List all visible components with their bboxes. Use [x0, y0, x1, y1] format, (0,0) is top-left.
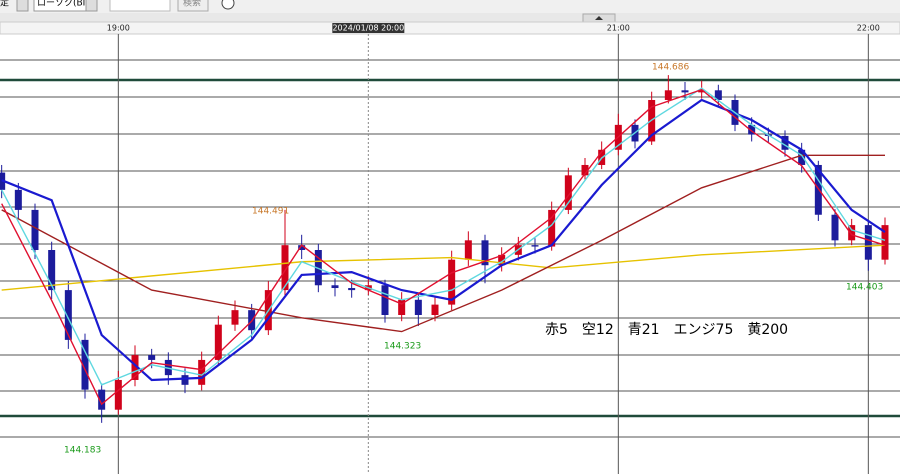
toolbar-text: 定 [0, 0, 9, 9]
chart-kind: ローソク(BID) [37, 0, 96, 9]
moving-average [1, 98, 886, 382]
candle-body [198, 359, 206, 385]
info-icon[interactable] [221, 0, 235, 10]
candle-body [414, 299, 422, 315]
candle-body [431, 304, 439, 315]
cursor-box [332, 23, 405, 33]
candle-body [64, 290, 72, 340]
candle-body [464, 240, 472, 260]
time-axis-strip [0, 21, 900, 35]
date-input[interactable] [109, 0, 171, 12]
candle-body [864, 225, 872, 260]
low-label: 144.323 [384, 342, 421, 352]
candle-body [331, 285, 339, 289]
candle-body [448, 259, 456, 305]
candle-body [214, 324, 222, 360]
candle-body [314, 250, 322, 286]
candle-body [481, 240, 489, 266]
candle-body [281, 245, 289, 291]
candle-body [548, 209, 556, 247]
candle-body [298, 245, 306, 251]
candle-body [31, 209, 39, 251]
candle-body [881, 225, 889, 260]
low-label: 144.183 [64, 446, 101, 456]
candle-body [664, 90, 672, 100]
candle-body [681, 90, 689, 93]
search-button[interactable] [177, 0, 209, 12]
candle-body [98, 389, 106, 410]
candle-body [148, 355, 156, 360]
candle-body [714, 90, 722, 100]
x-tick-label: 19:00 [107, 24, 130, 33]
candle-body [231, 310, 239, 325]
candle-body [398, 299, 406, 315]
candle-body [81, 339, 89, 390]
candle-body [798, 149, 806, 165]
moving-average [1, 87, 886, 386]
candle-body [131, 355, 139, 380]
x-tick-label: 22:00 [857, 24, 880, 33]
candle-body [698, 90, 706, 93]
candle-body [531, 245, 539, 247]
candle-body [498, 254, 506, 266]
legend-text: 赤5 空12 青21 エンジ75 黄200 [545, 321, 788, 338]
collapse-arrow [595, 16, 603, 20]
moving-average [1, 154, 885, 333]
candle-body [781, 135, 789, 150]
high-label: 144.491 [252, 207, 289, 217]
candle-body [848, 225, 856, 241]
candle-body [381, 285, 389, 315]
moving-average [1, 244, 886, 291]
plot [0, 34, 889, 474]
moving-average [1, 88, 886, 406]
candle-body [581, 164, 589, 176]
candle-body [14, 189, 22, 210]
candle-body [564, 175, 572, 210]
candle-body [748, 124, 756, 135]
dropdown-arrow[interactable] [85, 0, 98, 12]
candle-body [831, 214, 839, 241]
candle-body [181, 375, 189, 385]
cursor-label: 2024/01/08 20:00 [332, 24, 404, 33]
x-tick-label: 21:00 [607, 24, 630, 33]
candle-body [48, 250, 56, 291]
high-label: 144.686 [652, 63, 689, 73]
candle-body [348, 288, 356, 291]
collapse-bar [0, 13, 900, 22]
search-label: 検索 [183, 0, 201, 9]
dropdown-arrow[interactable] [16, 0, 29, 12]
low-label: 144.403 [846, 283, 883, 293]
candle-body [114, 379, 122, 410]
